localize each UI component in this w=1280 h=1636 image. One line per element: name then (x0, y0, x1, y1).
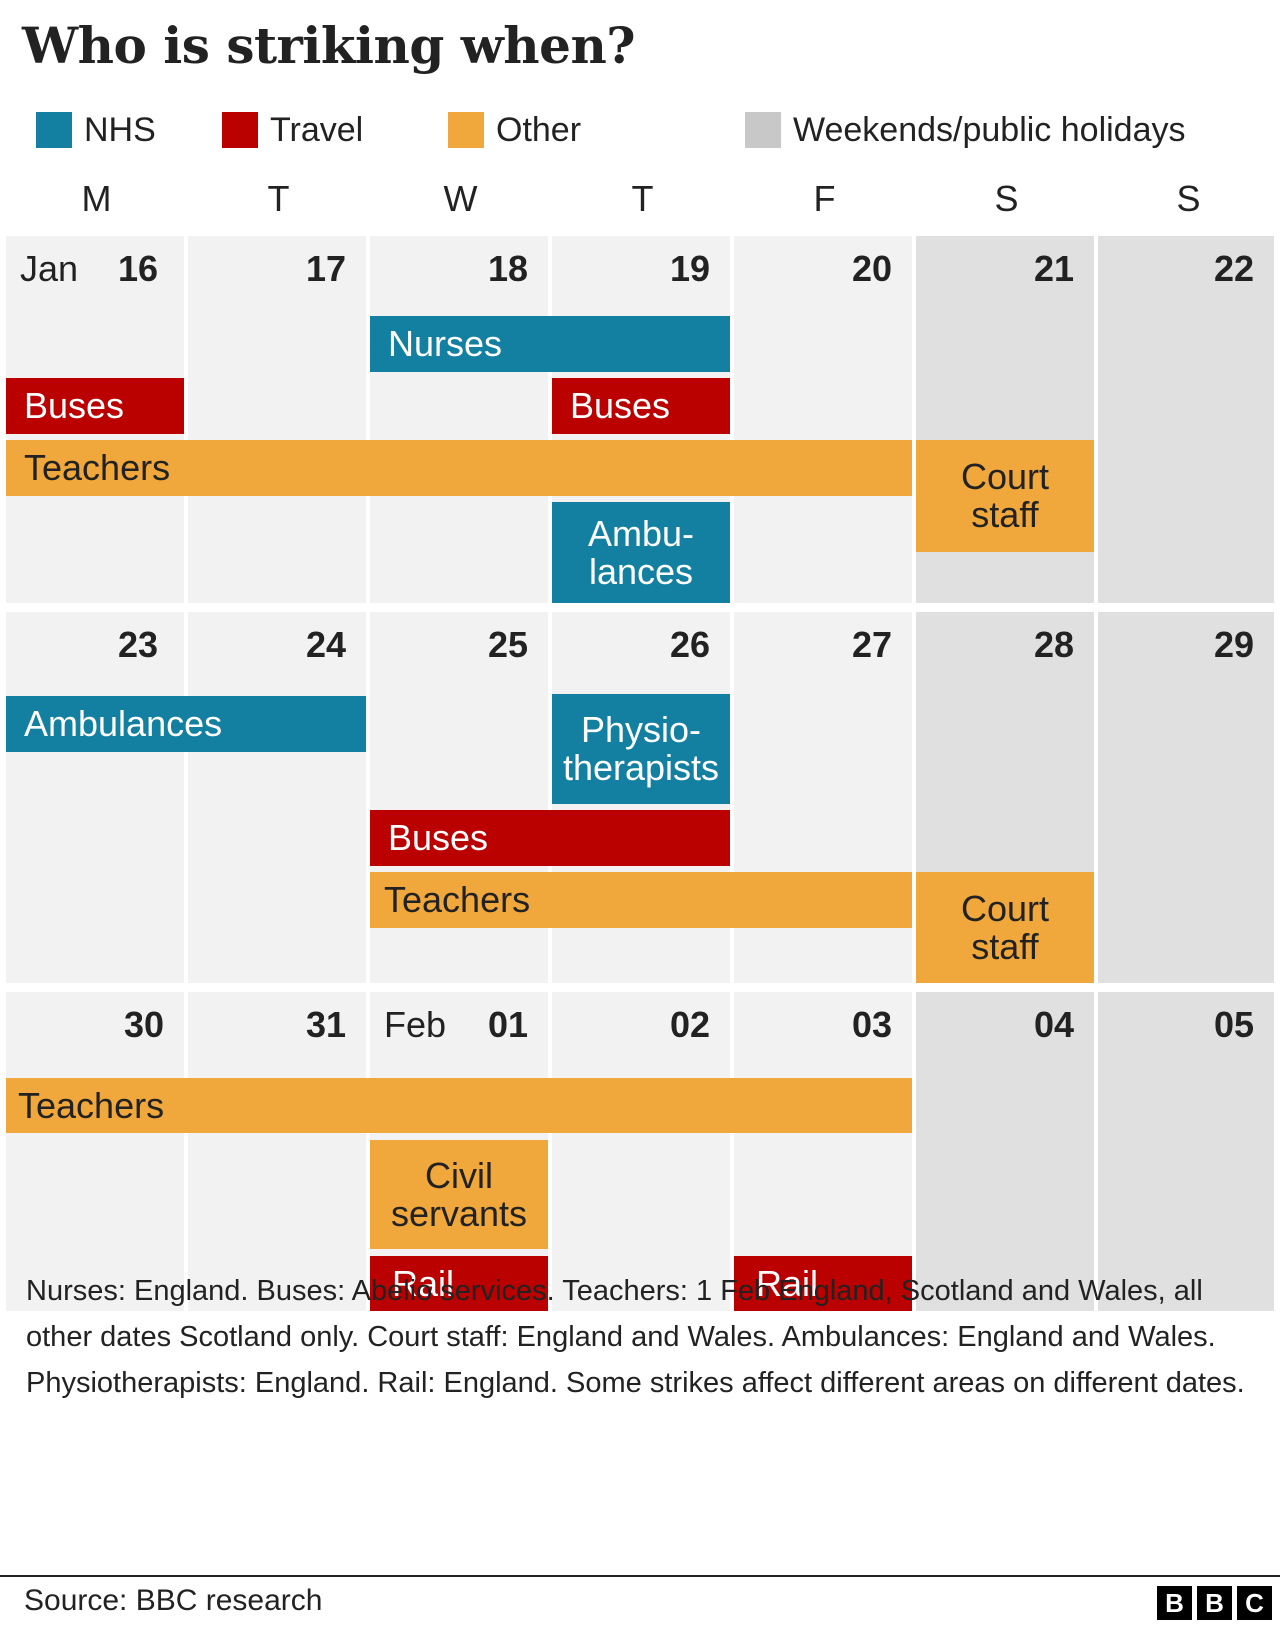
bar-label: Physio- (580, 709, 702, 751)
source-label: Source: BBC research (24, 1584, 323, 1617)
day-number: 18 (487, 248, 528, 289)
day-number: 16 (117, 248, 158, 289)
bbc-logo-letter: B (1157, 1586, 1192, 1620)
day-number: 31 (305, 1004, 346, 1045)
strike-bar-teachers: Teachers (370, 872, 912, 928)
bar-label: Buses (24, 385, 125, 427)
strike-bar-ambulances: Ambulances (6, 696, 366, 752)
bar-label: Ambu- (587, 512, 695, 554)
bar-label: Civil (425, 1154, 493, 1196)
month-label: Feb (384, 1004, 447, 1045)
day-cell: 24 (188, 612, 366, 983)
bar-label: staff (971, 494, 1039, 535)
legend-label-nhs: NHS (84, 110, 156, 149)
bar-label: Teachers (24, 447, 171, 489)
bar-label: Nurses (388, 323, 503, 365)
legend-swatch-travel (222, 112, 258, 148)
bbc-logo-letter: C (1237, 1586, 1272, 1620)
dow-saturday: S (994, 178, 1019, 219)
bar-label: Rail (756, 1262, 819, 1304)
day-number: 20 (851, 248, 892, 289)
day-number: 05 (1213, 1004, 1254, 1045)
bar-label: therapists (562, 747, 720, 788)
bar-label: staff (971, 925, 1039, 967)
day-number: 28 (1033, 624, 1074, 665)
strike-bar-teachers: Teachers (6, 1078, 912, 1133)
legend-label-weekends: Weekends/public holidays (793, 110, 1186, 149)
day-number: 22 (1213, 248, 1254, 289)
day-cell: 23 (6, 612, 184, 983)
bar-label: Teachers (384, 879, 531, 921)
strike-bar-buses: Buses (552, 378, 730, 434)
strike-bar-ambulances: Ambu- lances (552, 502, 730, 603)
footer-divider (0, 1575, 1280, 1577)
day-number: 30 (123, 1004, 164, 1045)
dow-tuesday: T (267, 178, 290, 219)
dow-sunday: S (1176, 178, 1201, 219)
day-cell: 17 (188, 236, 366, 603)
legend-item-other: Other (448, 108, 581, 152)
strike-bar-teachers: Teachers (6, 440, 912, 496)
strike-bar-rail: Rail (370, 1256, 548, 1311)
day-number: 29 (1213, 624, 1254, 665)
day-cell: 18 (370, 236, 548, 603)
month-label: Jan (20, 248, 79, 289)
day-number: 21 (1033, 248, 1074, 289)
bar-label: servants (390, 1192, 528, 1234)
strike-bar-buses: Buses (370, 810, 730, 866)
day-number: 27 (851, 624, 892, 665)
bar-label: Ambulances (24, 703, 223, 745)
strike-bar-court-staff: Court staff (916, 872, 1094, 983)
day-number: 25 (487, 624, 528, 665)
day-number: 01 (487, 1004, 528, 1045)
bar-label: lances (588, 550, 694, 592)
day-cell: 02 (552, 992, 730, 1311)
legend-item-weekends: Weekends/public holidays (745, 108, 1186, 152)
dow-monday: M (81, 178, 112, 219)
legend: NHS Travel Other Weekends/public holiday… (0, 108, 1280, 158)
bar-label: Buses (388, 817, 489, 859)
strike-bar-buses: Buses (6, 378, 184, 434)
day-number: 24 (305, 624, 346, 665)
strike-bar-court-staff: Court staff (916, 440, 1094, 552)
strike-bar-rail: Rail (734, 1256, 912, 1311)
day-number: 17 (305, 248, 346, 289)
weekend-cell: 05 (1098, 992, 1274, 1311)
day-cell: 30 (6, 992, 184, 1311)
legend-swatch-weekends (745, 112, 781, 148)
footnote: Nurses: England. Buses: Abelio services.… (26, 1275, 1245, 1399)
strike-bar-civil-servants: Civil servants (370, 1140, 548, 1249)
day-number: 04 (1033, 1004, 1074, 1045)
day-cell: 31 (188, 992, 366, 1311)
strike-bar-nurses: Nurses (370, 316, 730, 372)
chart-title: Who is striking when? (22, 16, 636, 75)
bbc-logo-icon: B B C (1157, 1586, 1272, 1620)
legend-swatch-nhs (36, 112, 72, 148)
dow-friday: F (813, 178, 836, 219)
bar-label: Buses (570, 385, 671, 427)
dow-thursday: T (631, 178, 654, 219)
legend-item-travel: Travel (222, 108, 363, 152)
weekend-cell: 04 (916, 992, 1094, 1311)
strike-bar-physiotherapists: Physio- therapists (552, 694, 730, 804)
bar-label: Court (960, 456, 1050, 498)
bbc-logo-letter: B (1197, 1586, 1232, 1620)
legend-label-travel: Travel (270, 110, 364, 149)
dow-wednesday: W (443, 178, 478, 219)
legend-label-other: Other (496, 110, 582, 149)
weekend-cell: 22 (1098, 236, 1274, 603)
bar-label: Rail (392, 1262, 455, 1304)
legend-swatch-other (448, 112, 484, 148)
day-number: 03 (851, 1004, 892, 1045)
legend-item-nhs: NHS (36, 108, 156, 152)
day-number: 23 (117, 624, 158, 665)
day-number: 02 (669, 1004, 710, 1045)
bar-label: Court (960, 887, 1050, 929)
bar-label: Teachers (18, 1084, 165, 1126)
weekend-cell: 29 (1098, 612, 1274, 983)
day-number: 26 (669, 624, 710, 665)
day-cell: 20 (734, 236, 912, 603)
day-number: 19 (669, 248, 710, 289)
